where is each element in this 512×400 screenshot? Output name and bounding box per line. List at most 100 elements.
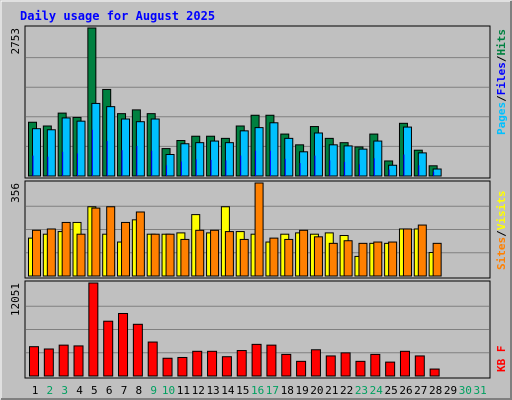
bar-pages: [46, 129, 56, 177]
day-label: 20: [310, 384, 323, 397]
bar-kbytes: [370, 353, 381, 377]
bar-pages: [358, 148, 368, 177]
day-label: 16: [251, 384, 264, 397]
day-label: 21: [325, 384, 338, 397]
bar-kbytes: [296, 360, 307, 377]
bar-pages: [343, 145, 353, 177]
bar-sites: [106, 206, 116, 277]
bar-kbytes: [192, 350, 203, 377]
bar-sites: [32, 229, 41, 277]
bar-sites: [121, 221, 131, 277]
day-axis-labels: 1 2 3 4 5 6 7 8 9 10 11 12 13 14 15 16 17 18 19 20 21 22 23 24 2…: [32, 384, 487, 397]
panel-kbytes: 12051 KB F: [9, 280, 508, 379]
bar-sites: [299, 229, 309, 277]
bar-kbytes: [281, 353, 292, 377]
day-label: 13: [206, 384, 219, 397]
legend-sites: Sites: [495, 237, 508, 270]
day-label: 9: [150, 384, 157, 397]
bar-pages: [388, 164, 398, 177]
bar-kbytes: [355, 360, 366, 377]
bar-kbytes: [340, 352, 351, 377]
day-label: 30: [459, 384, 472, 397]
bar-kbytes: [414, 355, 425, 377]
panel-visits-sites: 356 Sites/Visits: [9, 180, 508, 279]
bar-sites: [135, 211, 145, 277]
bar-sites: [269, 237, 279, 277]
bar-sites: [373, 241, 383, 277]
bar-pages: [224, 142, 234, 177]
bar-sites: [388, 241, 398, 277]
bar-sites: [165, 233, 175, 277]
bar-sites: [313, 236, 323, 277]
bar-kbytes: [177, 356, 188, 377]
legend-kbytes: KB F: [495, 346, 508, 373]
day-label: 14: [221, 384, 235, 397]
bar-sites: [195, 229, 205, 277]
bar-kbytes: [132, 323, 143, 377]
bar-sites: [210, 229, 220, 277]
bar-pages: [91, 102, 101, 177]
bar-pages: [165, 153, 175, 177]
bar-kbytes: [29, 346, 39, 377]
bar-kbytes: [88, 282, 99, 377]
day-label: 29: [444, 384, 457, 397]
bar-pages: [76, 120, 86, 177]
bar-pages: [210, 140, 220, 177]
day-label: 10: [162, 384, 175, 397]
bar-sites: [61, 221, 71, 277]
bar-kbytes: [207, 350, 218, 377]
bar-pages: [239, 130, 249, 177]
day-label: 22: [340, 384, 353, 397]
legend: Pages/Files/Hits: [495, 29, 508, 135]
legend-sep2: /: [495, 55, 508, 62]
day-label: 27: [414, 384, 427, 397]
bar-sites: [76, 233, 86, 277]
bar-kbytes: [266, 344, 277, 377]
legend-files: Files: [495, 62, 508, 95]
bar-sites: [91, 207, 101, 277]
bar-pages: [402, 126, 412, 177]
day-label: 31: [474, 384, 487, 397]
y-max-label: 356: [9, 183, 22, 203]
legend-pages: Pages: [495, 102, 508, 135]
chart-title: Daily usage for August 2025: [20, 9, 215, 23]
day-label: 23: [355, 384, 368, 397]
bar-sites: [254, 182, 264, 277]
bar-sites: [239, 238, 249, 277]
day-label: 28: [429, 384, 442, 397]
bar-pages: [135, 121, 145, 177]
day-label: 5: [91, 384, 98, 397]
bar-pages: [269, 122, 279, 177]
bar-kbytes: [325, 355, 336, 377]
panel-border: [24, 280, 491, 379]
bar-kbytes: [236, 350, 247, 377]
bar-kbytes: [103, 320, 114, 377]
bar-sites: [284, 238, 294, 277]
bar-pages: [61, 117, 71, 177]
bar-pages: [254, 127, 264, 177]
bar-sites: [358, 242, 368, 277]
day-label: 15: [236, 384, 249, 397]
bar-pages: [328, 144, 338, 177]
panel-border: [24, 180, 491, 279]
day-label: 4: [76, 384, 83, 397]
bar-kbytes: [118, 312, 129, 377]
bar-pages: [106, 106, 116, 177]
bar-pages: [121, 118, 131, 177]
bar-kbytes: [221, 356, 232, 377]
day-label: 7: [121, 384, 128, 397]
bar-kbytes: [251, 343, 262, 377]
day-label: 12: [192, 384, 205, 397]
day-label: 19: [295, 384, 308, 397]
bar-kbytes: [58, 344, 69, 377]
day-label: 26: [399, 384, 412, 397]
bar-pages: [299, 151, 309, 177]
day-label: 17: [266, 384, 279, 397]
panel-border: [24, 25, 491, 179]
bar-kbytes: [310, 349, 321, 377]
bar-sites: [328, 242, 338, 277]
day-label: 24: [370, 384, 384, 397]
